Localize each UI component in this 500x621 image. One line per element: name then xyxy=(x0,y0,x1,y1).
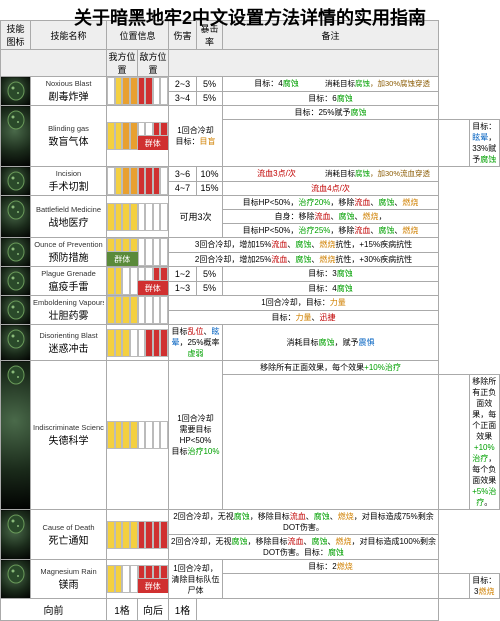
skill-name-cell: Indiscriminate Science失德科学 xyxy=(31,361,107,510)
crit-cell: 5% xyxy=(197,281,223,296)
pos-cell xyxy=(107,296,169,325)
skill-name-cell: Cause of Death死亡通知 xyxy=(31,510,107,560)
crit-cell: 5% xyxy=(197,267,223,282)
skill-icon xyxy=(1,238,31,267)
pos-cell xyxy=(107,361,169,510)
mid-text: 可用3次 xyxy=(169,196,223,238)
note-cell: 目标：3燃烧 xyxy=(469,574,500,599)
skill-name-cell: Plague Grenade瘟疫手雷 xyxy=(31,267,107,296)
skill-row: Incision手术切割3~610%流血3点/次消耗目标腐蚀，加30%流血穿透 xyxy=(1,167,500,182)
mid-cell: 1回合冷却，清除目标队伍尸体 xyxy=(169,560,223,599)
crit-cell: 5% xyxy=(197,91,223,106)
crit-cell xyxy=(439,574,470,599)
dmg-cell: 3~4 xyxy=(169,91,197,106)
pos-cell: 群体 xyxy=(107,106,169,167)
skill-icon xyxy=(1,77,31,106)
mid-cell: 目标乱位、眩晕，25%概率虚弱 xyxy=(169,325,223,361)
skill-name-cell: Emboldening Vapours壮胆药雾 xyxy=(31,296,107,325)
note-cell: 目标HP<50%，治疗25%，移除流血、腐蚀、燃烧 xyxy=(223,224,439,238)
note-full: 2回合冷却，无视腐蚀，移除目标流血、腐蚀、燃烧，对目标造成100%剩余DOT伤害… xyxy=(169,535,439,560)
note-full: 1回合冷却，目标：力量 xyxy=(169,296,439,311)
note-full: 2回合冷却，无视腐蚀，移除目标流血、腐蚀、燃烧，对目标造成75%剩余DOT伤害。 xyxy=(169,510,439,535)
skill-row: Emboldening Vapours壮胆药雾1回合冷却，目标：力量 xyxy=(1,296,500,311)
dmg-cell: 2~3 xyxy=(169,77,197,92)
note-cell: 流血3点/次消耗目标腐蚀，加30%流血穿透 xyxy=(223,167,439,182)
skill-icon xyxy=(1,296,31,325)
pos-cell xyxy=(107,196,169,238)
dmg-cell xyxy=(223,574,439,599)
note-cell: 目标：25%赋予腐蚀 xyxy=(223,106,439,120)
note-cell: 目标：4腐蚀消耗目标腐蚀，加30%腐蚀穿透 xyxy=(223,77,439,92)
note-cell: 流血4点/次 xyxy=(223,181,439,196)
skill-row: Magnesium Rain镁雨群体1回合冷却，清除目标队伍尸体目标：2燃烧 xyxy=(1,560,500,574)
note-full: 2回合冷却，增加25%流血、腐蚀、燃烧抗性，+30%疾病抗性 xyxy=(169,252,439,267)
pos-cell: 群体 xyxy=(107,238,169,267)
dmg-cell: 3~6 xyxy=(169,167,197,182)
crit-cell: 5% xyxy=(197,77,223,92)
skill-table: 技能图标 技能名称 位置信息 伤害 暴击率 备注 我方位置敌方位置 Noxiou… xyxy=(0,20,500,621)
mid-cell: 1回合冷却需要目标HP<50%目标治疗10% xyxy=(169,361,223,510)
nav-next[interactable]: 向后 xyxy=(138,599,168,620)
skill-icon xyxy=(1,560,31,599)
skill-icon xyxy=(1,196,31,238)
note-cell: 目标：6腐蚀 xyxy=(223,91,439,106)
pos-cell xyxy=(107,325,169,361)
skill-icon xyxy=(1,106,31,167)
skill-icon xyxy=(1,510,31,560)
skill-row: Plague Grenade瘟疫手雷群体1~25%目标：3腐蚀 xyxy=(1,267,500,282)
note-full: 目标：力量、迅捷 xyxy=(169,310,439,325)
note-full: 3回合冷却，增加15%流血、腐蚀、燃烧抗性，+15%疾病抗性 xyxy=(169,238,439,253)
dmg-span: 1回合冷却目标：目盲 xyxy=(169,106,223,167)
skill-name-cell: Blinding gas致盲气体 xyxy=(31,106,107,167)
pos-cell xyxy=(107,510,169,560)
crit-cell xyxy=(439,120,470,167)
skill-name-cell: Disorienting Blast迷惑冲击 xyxy=(31,325,107,361)
skill-row: Disorienting Blast迷惑冲击 目标乱位、眩晕，25%概率虚弱消耗目… xyxy=(1,325,500,361)
nav-next-n: 1格 xyxy=(169,599,197,621)
note-cell: 移除所有正面效果，每个效果+10%治疗 xyxy=(223,361,439,375)
skill-icon xyxy=(1,325,31,361)
dmg-cell: 1~2 xyxy=(169,267,197,282)
page-title: 关于暗黑地牢2中文设置方法详情的实用指南 xyxy=(0,0,500,32)
note-cell: 移除所有正负面效果，每个正面效果+10%治疗，每个负面效果+5%治疗。 xyxy=(469,375,500,510)
skill-name-cell: Incision手术切割 xyxy=(31,167,107,196)
note-cell: 目标：3腐蚀 xyxy=(223,267,439,282)
note-cell: 目标：4腐蚀 xyxy=(223,281,439,296)
skill-name-cell: Noxious Blast剧毒炸弹 xyxy=(31,77,107,106)
skill-row: Ounce of Prevention预防措施群体3回合冷却，增加15%流血、腐… xyxy=(1,238,500,253)
nav-prev[interactable]: 向前 xyxy=(1,599,107,621)
skill-icon xyxy=(1,167,31,196)
skill-name-cell: Ounce of Prevention预防措施 xyxy=(31,238,107,267)
note-cell: 消耗目标腐蚀，赋予震惧 xyxy=(223,325,439,361)
pos-cell: 群体 xyxy=(107,560,169,599)
pos-cell xyxy=(107,167,169,196)
crit-cell: 15% xyxy=(197,181,223,196)
skill-name-cell: Magnesium Rain镁雨 xyxy=(31,560,107,599)
skill-icon xyxy=(1,361,31,510)
skill-row: Noxious Blast剧毒炸弹2~35%目标：4腐蚀消耗目标腐蚀，加30%腐… xyxy=(1,77,500,92)
dmg-cell xyxy=(223,375,439,510)
dmg-cell: 4~7 xyxy=(169,181,197,196)
crit-cell: 10% xyxy=(197,167,223,182)
skill-name-cell: Battlefield Medicine战地医疗 xyxy=(31,196,107,238)
pos-cell xyxy=(107,77,169,106)
skill-row: Battlefield Medicine战地医疗可用3次目标HP<50%，治疗2… xyxy=(1,196,500,210)
note-cell: 目标：2燃烧 xyxy=(223,560,439,574)
skill-row: Blinding gas致盲气体群体1回合冷却目标：目盲目标：25%赋予腐蚀 xyxy=(1,106,500,120)
pos-cell: 群体 xyxy=(107,267,169,296)
crit-cell xyxy=(439,375,470,510)
note-cell: 目标HP<50%，治疗20%，移除流血、腐蚀、燃烧 xyxy=(223,196,439,210)
note-cell: 目标：眩晕，33%赋予腐蚀 xyxy=(469,120,500,167)
skill-row: Indiscriminate Science失德科学1回合冷却需要目标HP<50… xyxy=(1,361,500,375)
skill-icon xyxy=(1,267,31,296)
skill-row: Cause of Death死亡通知2回合冷却，无视腐蚀，移除目标流血、腐蚀、燃… xyxy=(1,510,500,535)
nav-row: 向前 1格向后 1格 xyxy=(1,599,500,621)
dmg-cell xyxy=(223,120,439,167)
note-cell: 自身：移除流血、腐蚀、燃烧， xyxy=(223,210,439,224)
dmg-cell: 1~3 xyxy=(169,281,197,296)
table-body: Noxious Blast剧毒炸弹2~35%目标：4腐蚀消耗目标腐蚀，加30%腐… xyxy=(1,77,500,621)
